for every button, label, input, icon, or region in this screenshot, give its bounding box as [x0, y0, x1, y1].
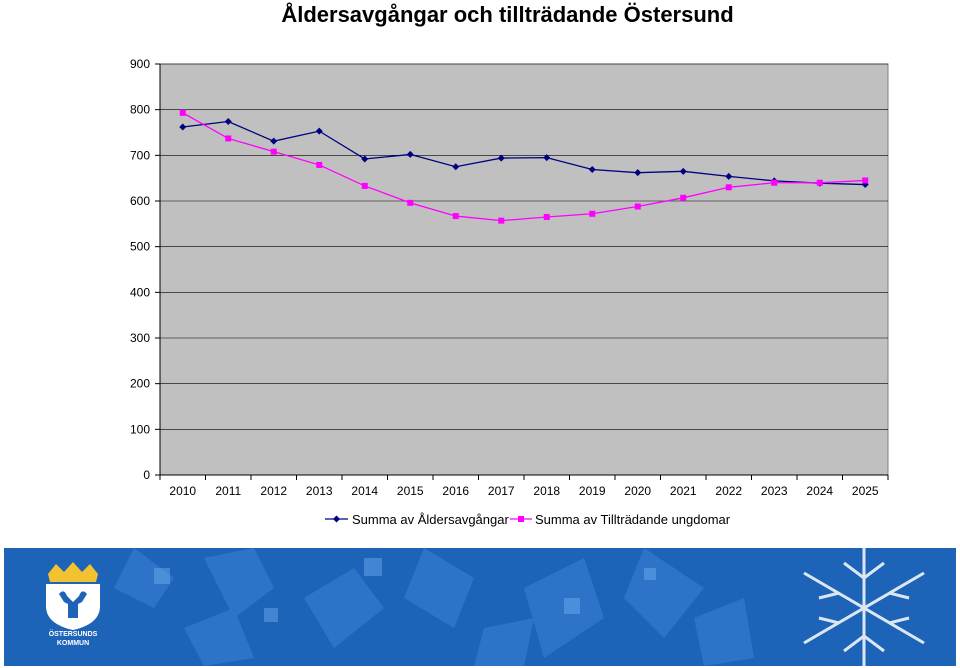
data-point — [333, 515, 340, 523]
data-point — [224, 118, 232, 126]
x-tick-label: 2020 — [624, 484, 651, 498]
data-point — [315, 127, 323, 135]
data-point — [270, 148, 277, 155]
y-tick-label: 800 — [130, 103, 150, 117]
x-tick-label: 2024 — [806, 484, 833, 498]
logo-line-1: ÖSTERSUNDS — [48, 631, 98, 638]
data-point — [406, 150, 414, 158]
chart-title: Åldersavgångar och tillträdande Östersun… — [281, 2, 734, 27]
series-line-1 — [182, 120, 866, 186]
data-point — [725, 184, 732, 191]
data-point — [225, 135, 232, 142]
data-point — [452, 163, 460, 171]
x-tick-label: 2015 — [397, 484, 424, 498]
data-point — [316, 161, 323, 168]
crest-icon — [46, 562, 100, 630]
data-point — [361, 182, 368, 189]
snowflake-pattern — [114, 548, 925, 666]
x-tick-label: 2023 — [761, 484, 788, 498]
data-point — [407, 199, 414, 206]
y-tick-label: 600 — [130, 194, 150, 208]
data-point — [634, 169, 642, 177]
line-chart: 0 100 200 300 400 500 600 700 800 900 2010 2011 2012… — [130, 57, 889, 527]
y-tick-label: 700 — [130, 148, 150, 162]
x-tick-label: 2011 — [215, 484, 241, 498]
data-point — [816, 179, 823, 186]
y-tick-label: 200 — [130, 377, 150, 391]
data-point — [679, 167, 687, 175]
footer-banner: ÖSTERSUNDS KOMMUN — [4, 548, 956, 666]
data-point — [270, 137, 278, 145]
x-tick-label: 2022 — [715, 484, 742, 498]
data-point — [179, 109, 186, 116]
y-tick-label: 0 — [143, 468, 150, 482]
data-point — [452, 213, 459, 220]
logo-line-2: KOMMUN — [56, 640, 90, 647]
x-tick-label: 2017 — [488, 484, 515, 498]
y-tick-label: 900 — [130, 57, 150, 71]
x-tick-label: 2013 — [306, 484, 333, 498]
data-point — [497, 154, 505, 162]
snowflake-icon — [803, 548, 925, 666]
x-tick-label: 2025 — [852, 484, 879, 498]
data-point — [725, 172, 733, 180]
x-tick-label: 2019 — [579, 484, 606, 498]
legend-label-2: Summa av Tillträdande ungdomar — [535, 512, 731, 527]
data-point — [498, 217, 505, 224]
data-point — [543, 154, 551, 162]
data-point — [634, 203, 641, 210]
y-tick-label: 100 — [130, 422, 150, 436]
data-point — [862, 177, 869, 184]
x-tick-label: 2010 — [169, 484, 196, 498]
x-tick-label: 2012 — [260, 484, 287, 498]
x-tick-label: 2014 — [351, 484, 378, 498]
data-point — [589, 210, 596, 217]
x-tick-label: 2018 — [533, 484, 560, 498]
x-tick-label: 2021 — [670, 484, 697, 498]
data-point — [680, 194, 687, 201]
plot-area — [159, 63, 889, 476]
ostersund-logo: ÖSTERSUNDS KOMMUN — [34, 558, 112, 658]
data-point — [518, 516, 524, 522]
series-line-2 — [182, 112, 866, 222]
data-point — [179, 123, 187, 131]
y-tick-label: 300 — [130, 331, 150, 345]
y-tick-label: 500 — [130, 240, 150, 254]
data-point — [361, 155, 369, 163]
data-point — [588, 165, 596, 173]
legend-label-1: Summa av Åldersavgångar — [352, 512, 509, 527]
data-point — [771, 179, 778, 186]
data-point — [543, 213, 550, 220]
y-tick-label: 400 — [130, 285, 150, 299]
x-tick-label: 2016 — [442, 484, 469, 498]
